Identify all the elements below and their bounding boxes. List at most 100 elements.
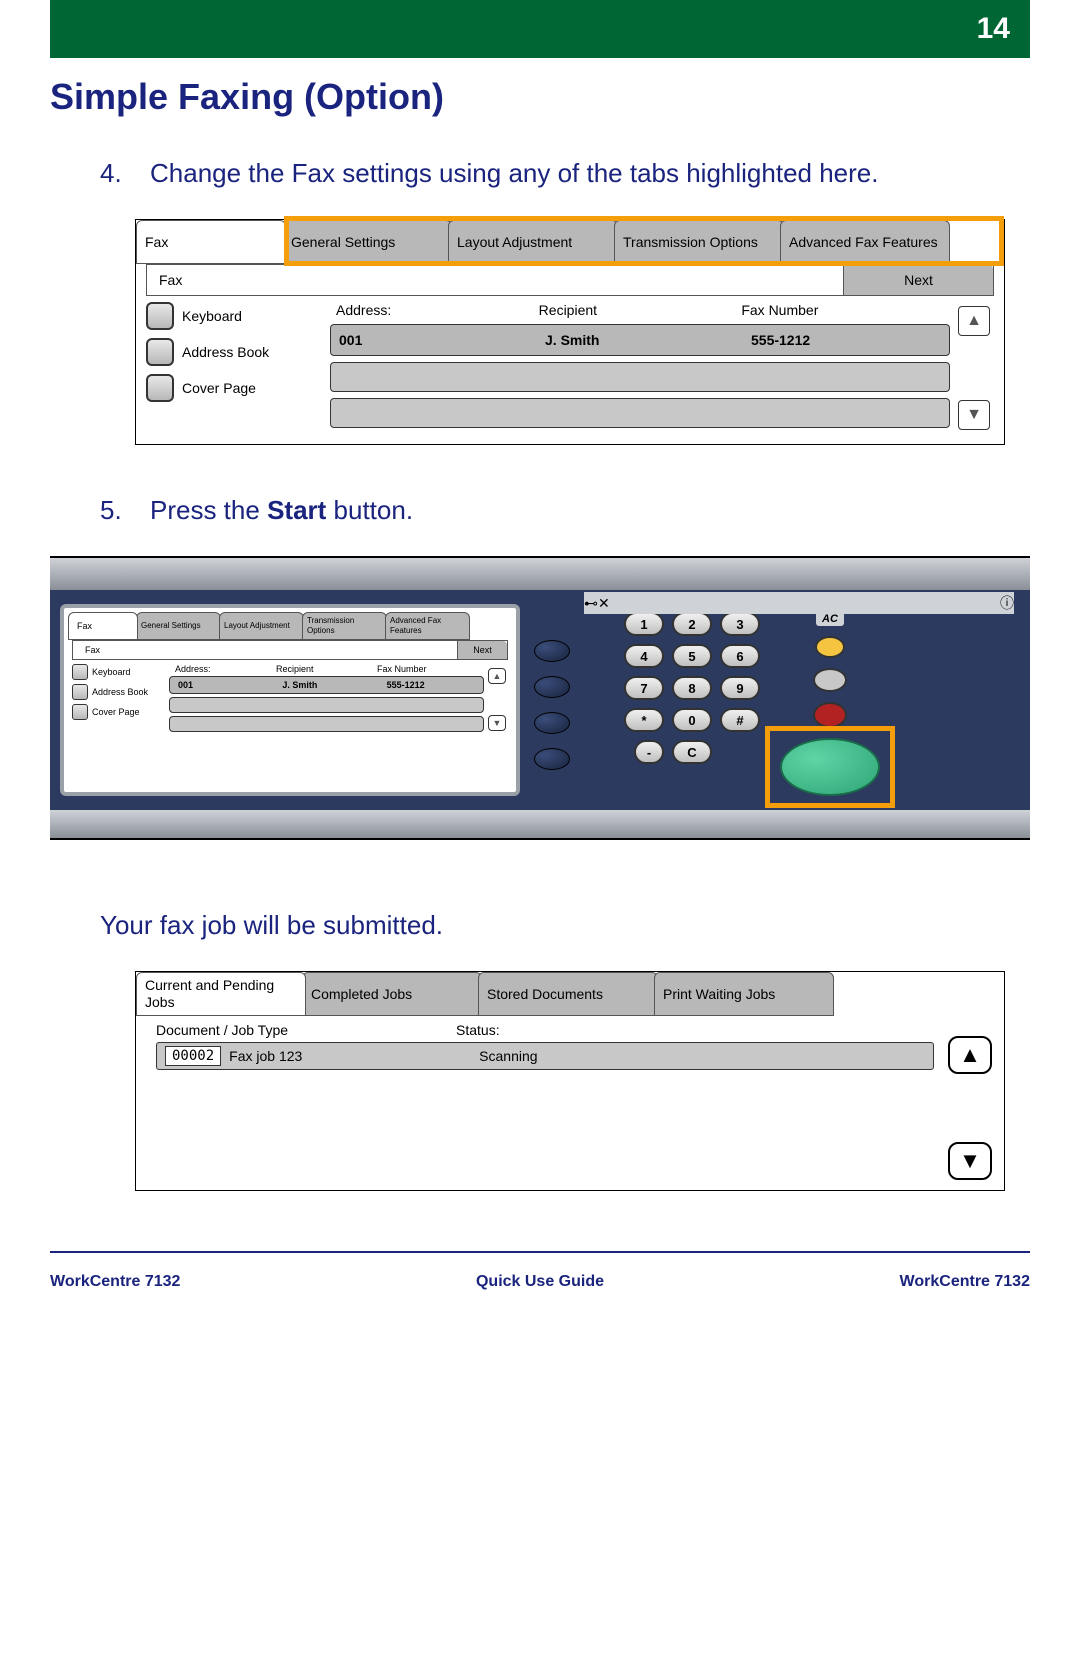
cover-page-label: Cover Page [182, 380, 256, 396]
header-recipient: Recipient [539, 302, 742, 318]
key-5[interactable]: 5 [672, 644, 712, 668]
square-icon [146, 374, 174, 402]
job-name: Fax job 123 [229, 1048, 479, 1064]
fax-settings-screenshot: Fax General Settings Layout Adjustment T… [135, 219, 1005, 445]
lcd-subbar-label: Fax [73, 645, 457, 655]
panel-bezel-top [50, 558, 1030, 590]
result-text: Your fax job will be submitted. [100, 910, 1030, 941]
stop-button[interactable] [813, 702, 847, 728]
job-id: 00002 [165, 1046, 221, 1066]
key-8[interactable]: 8 [672, 676, 712, 700]
cell-name: J. Smith [537, 332, 743, 348]
key-9[interactable]: 9 [720, 676, 760, 700]
square-icon [146, 302, 174, 330]
jobs-scroll-down[interactable]: ▼ [948, 1142, 992, 1180]
key-c[interactable]: C [672, 740, 712, 764]
lcd-tab-advanced[interactable]: Advanced Fax Features [385, 612, 470, 640]
page-footer: WorkCentre 7132 Quick Use Guide WorkCent… [50, 1251, 1030, 1331]
step-5-text: Press the Start button. [150, 495, 1030, 526]
jobs-scroll-up[interactable]: ▲ [948, 1036, 992, 1074]
lcd-tab-transmission[interactable]: Transmission Options [302, 612, 387, 640]
footer-left: WorkCentre 7132 [50, 1273, 180, 1291]
panel-oval-button[interactable] [534, 676, 570, 698]
key-4[interactable]: 4 [624, 644, 664, 668]
scroll-column: ▲ ▼ [954, 302, 994, 434]
address-book-button[interactable]: Address Book [146, 338, 326, 366]
lcd-keyboard-button[interactable]: Keyboard [72, 664, 167, 680]
scroll-down-button[interactable]: ▼ [958, 400, 990, 430]
panel-right-buttons: AC [780, 612, 880, 796]
panel-oval-button[interactable] [534, 712, 570, 734]
jobs-tabs-row: Current and Pending Jobs Completed Jobs … [136, 972, 1004, 1016]
job-status-screenshot: Current and Pending Jobs Completed Jobs … [135, 971, 1005, 1191]
tab-transmission-options[interactable]: Transmission Options [614, 220, 784, 264]
scroll-up-button[interactable]: ▲ [958, 306, 990, 336]
cell-address: 001 [331, 332, 537, 348]
jobs-headers: Document / Job Type Status: [156, 1022, 934, 1038]
fax-subbar: Fax Next [146, 264, 994, 296]
cell-fax-number: 555-1212 [743, 332, 949, 348]
lcd-cover-page-button[interactable]: Cover Page [72, 704, 167, 720]
recipient-empty-row [330, 398, 950, 428]
key-hash[interactable]: # [720, 708, 760, 732]
fax-tabs-row: Fax General Settings Layout Adjustment T… [136, 220, 1004, 264]
lcd-address-book-button[interactable]: Address Book [72, 684, 167, 700]
ac-label: AC [816, 612, 844, 626]
step-4: 4. Change the Fax settings using any of … [100, 158, 1030, 189]
numeric-keypad: 1 2 3 4 5 6 7 8 9 * 0 # - C [624, 612, 760, 764]
lcd-next-button[interactable]: Next [457, 641, 507, 659]
panel-oval-button[interactable] [534, 640, 570, 662]
step-5-number: 5. [100, 495, 130, 526]
recipient-block: Address: Recipient Fax Number 001 J. Smi… [330, 302, 950, 434]
page-header: 14 [50, 0, 1030, 58]
cover-page-button[interactable]: Cover Page [146, 374, 326, 402]
recipient-empty-row [330, 362, 950, 392]
key-1[interactable]: 1 [624, 612, 664, 636]
recipient-row[interactable]: 001 J. Smith 555-1212 [330, 324, 950, 356]
panel-lcd-screen: Fax General Settings Layout Adjustment T… [60, 604, 520, 796]
header-accent [50, 0, 130, 58]
keyboard-button[interactable]: Keyboard [146, 302, 326, 330]
tab-print-waiting-jobs[interactable]: Print Waiting Jobs [654, 972, 834, 1016]
recipient-headers: Address: Recipient Fax Number [330, 302, 950, 318]
job-row[interactable]: 00002 Fax job 123 Scanning [156, 1042, 934, 1070]
person-icon: ✕ [598, 595, 610, 612]
tab-stored-documents[interactable]: Stored Documents [478, 972, 658, 1016]
key-icon: ⊷ [584, 595, 598, 612]
lcd-recipient-row[interactable]: 001 J. Smith 555-1212 [169, 676, 484, 694]
tab-layout-adjustment[interactable]: Layout Adjustment [448, 220, 618, 264]
lcd-scroll-up[interactable]: ▲ [488, 668, 506, 684]
tab-general-settings[interactable]: General Settings [282, 220, 452, 264]
step-5: 5. Press the Start button. [100, 495, 1030, 526]
key-3[interactable]: 3 [720, 612, 760, 636]
tab-current-jobs[interactable]: Current and Pending Jobs [136, 972, 306, 1016]
header-address: Address: [336, 302, 539, 318]
key-star[interactable]: * [624, 708, 664, 732]
panel-icon-strip: ⊷ ✕ ⓘ [584, 592, 1014, 614]
header-status: Status: [456, 1022, 500, 1038]
interrupt-button[interactable] [813, 668, 847, 692]
tab-completed-jobs[interactable]: Completed Jobs [302, 972, 482, 1016]
footer-center: Quick Use Guide [476, 1273, 604, 1291]
tab-advanced-fax-features[interactable]: Advanced Fax Features [780, 220, 950, 264]
step-4-number: 4. [100, 158, 130, 189]
lcd-scroll-down[interactable]: ▼ [488, 715, 506, 731]
key-7[interactable]: 7 [624, 676, 664, 700]
lcd-tab-general[interactable]: General Settings [136, 612, 221, 640]
panel-side-buttons [534, 604, 570, 796]
lcd-tab-layout[interactable]: Layout Adjustment [219, 612, 304, 640]
lcd-tab-fax[interactable]: Fax [68, 612, 138, 640]
next-button[interactable]: Next [843, 265, 993, 295]
key-dash[interactable]: - [634, 740, 664, 764]
header-fax-number: Fax Number [741, 302, 944, 318]
info-icon: ⓘ [1000, 593, 1014, 613]
step-4-text: Change the Fax settings using any of the… [150, 158, 1030, 189]
keypad-area: ⊷ ✕ ⓘ 1 2 3 4 5 6 7 8 9 * 0 # [584, 604, 1014, 796]
clear-all-button[interactable] [815, 636, 845, 658]
key-0[interactable]: 0 [672, 708, 712, 732]
key-6[interactable]: 6 [720, 644, 760, 668]
tab-fax[interactable]: Fax [136, 220, 286, 264]
key-2[interactable]: 2 [672, 612, 712, 636]
panel-oval-button[interactable] [534, 748, 570, 770]
header-doc-type: Document / Job Type [156, 1022, 456, 1038]
